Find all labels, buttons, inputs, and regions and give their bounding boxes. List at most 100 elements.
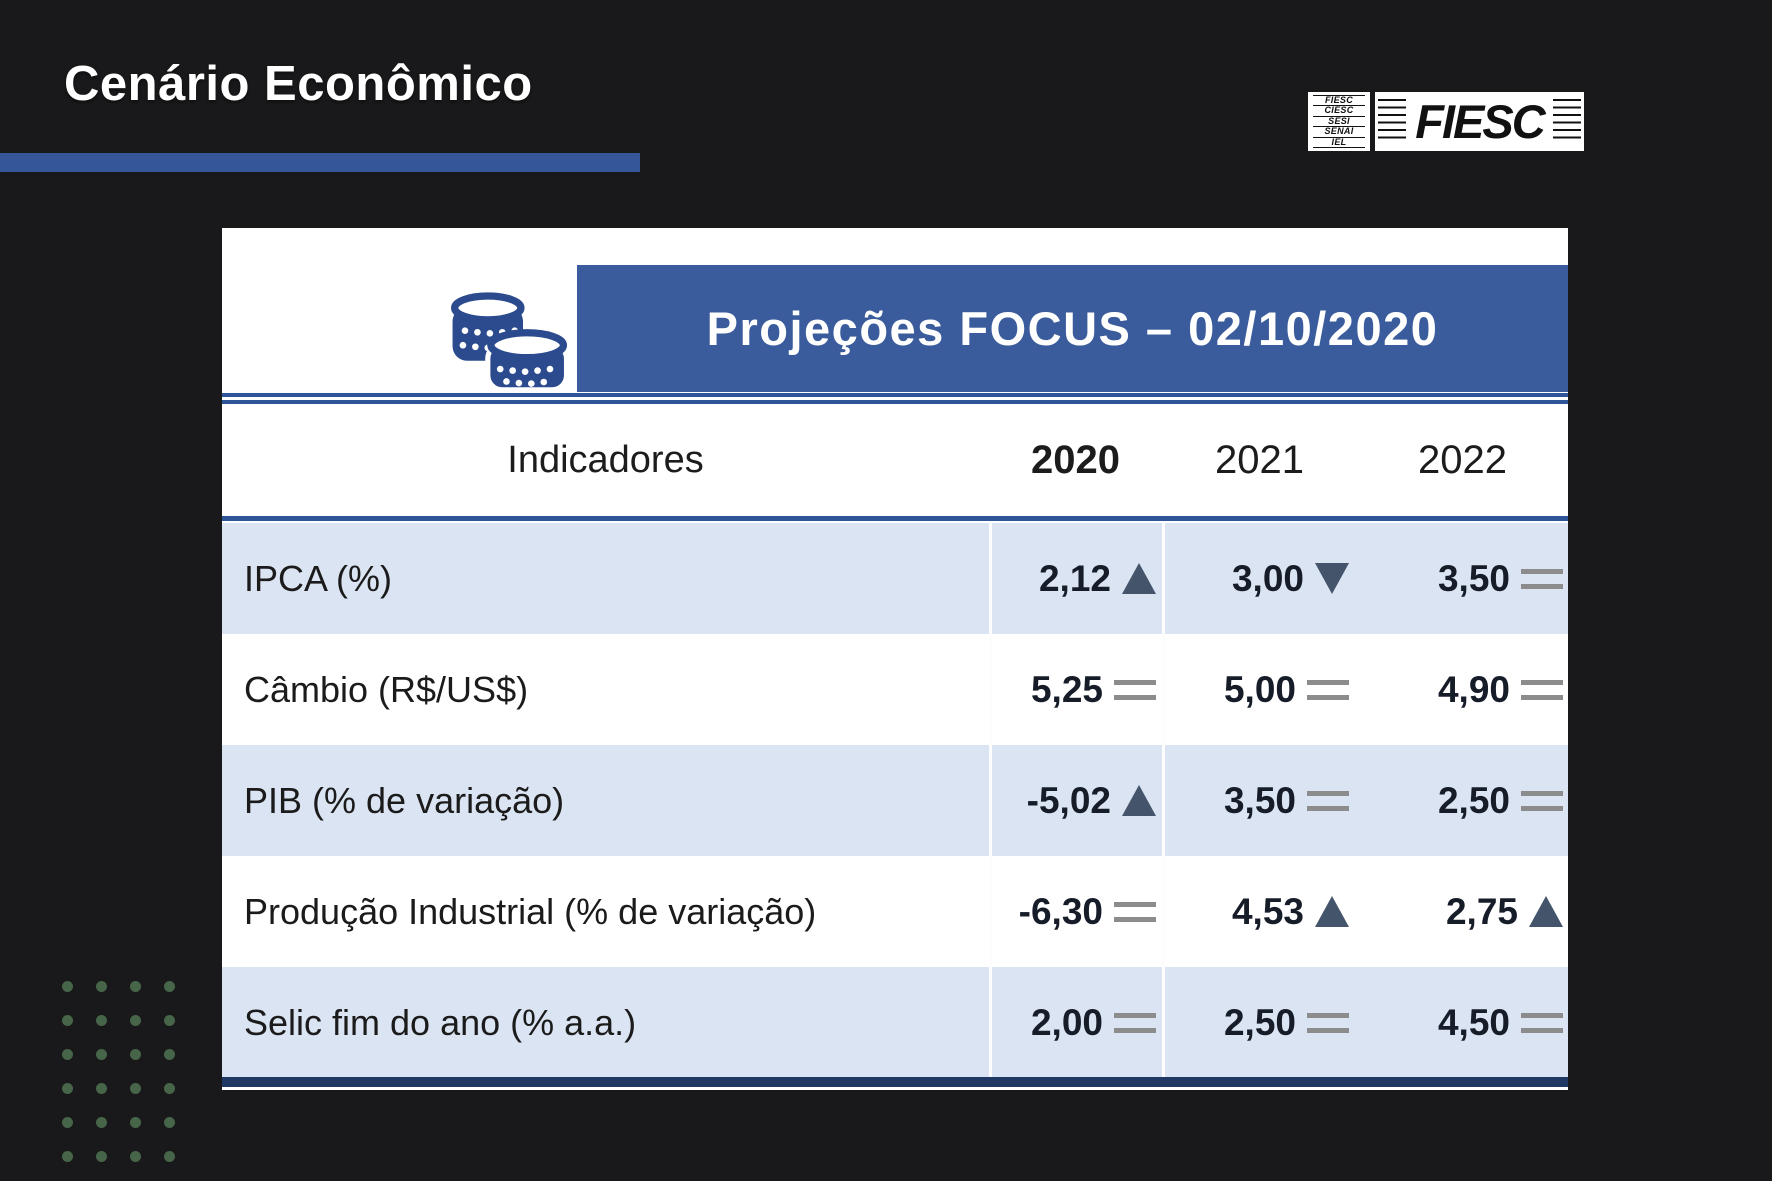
logo-stripes-icon	[1378, 99, 1406, 144]
trend-icon	[1521, 568, 1563, 589]
value-text: 2,12	[1038, 557, 1111, 599]
table-header-row: Indicadores 2020 2021 2022	[222, 404, 1568, 516]
trend-icon	[1521, 1012, 1563, 1033]
green-dot	[129, 1014, 141, 1026]
value-2022: 4,50	[1357, 967, 1568, 1078]
value-text: 2,50	[1223, 1001, 1296, 1043]
logo-text: FIESC	[1407, 98, 1552, 145]
table-row: Produção Industrial (% de variação) -6,3…	[222, 856, 1568, 967]
trend-icon	[1114, 901, 1156, 922]
value-text: 2,50	[1437, 779, 1510, 821]
green-dot	[129, 1048, 141, 1060]
page-title: Cenário Econômico	[64, 57, 533, 111]
value-2021: 3,50	[1162, 745, 1357, 856]
value-2020: -6,30	[989, 856, 1162, 967]
logo-entity-label: SESI	[1313, 116, 1365, 128]
value-text: 4,50	[1437, 1001, 1510, 1043]
value-2020: 2,12	[989, 523, 1162, 634]
header-bottom-rule	[222, 516, 1568, 523]
value-text: 3,50	[1223, 779, 1296, 821]
green-dot	[95, 1082, 107, 1094]
value-2020: 5,25	[989, 634, 1162, 745]
trend-icon	[1315, 563, 1349, 594]
green-dot	[129, 980, 141, 992]
title-underline-bar	[0, 153, 640, 172]
green-dot	[95, 1150, 107, 1162]
logo-stripes-icon	[1553, 99, 1581, 144]
value-2021: 2,50	[1162, 967, 1357, 1078]
green-dot	[61, 1048, 73, 1060]
trend-icon	[1114, 679, 1156, 700]
green-dot	[95, 980, 107, 992]
value-2021: 3,00	[1162, 523, 1357, 634]
value-2021: 5,00	[1162, 634, 1357, 745]
trend-icon	[1122, 563, 1156, 594]
header-divider-rule	[222, 393, 1568, 404]
value-text: 2,75	[1445, 890, 1518, 932]
value-text: 3,00	[1231, 557, 1304, 599]
value-text: 5,25	[1030, 668, 1103, 710]
value-2022: 3,50	[1357, 523, 1568, 634]
green-dot	[95, 1014, 107, 1026]
indicator-label: Produção Industrial (% de variação)	[244, 890, 817, 932]
coins-icon	[451, 292, 570, 393]
trend-icon	[1114, 1012, 1156, 1033]
value-2022: 4,90	[1357, 634, 1568, 745]
green-dot	[129, 1082, 141, 1094]
indicator-label: Selic fim do ano (% a.a.)	[244, 1001, 637, 1043]
green-dot	[163, 1082, 175, 1094]
value-text: 4,53	[1231, 890, 1304, 932]
table-row: Selic fim do ano (% a.a.) 2,00 2,50 4,50	[222, 967, 1568, 1078]
trend-icon	[1122, 785, 1156, 816]
table-bottom-border	[222, 1077, 1568, 1087]
value-text: 2,00	[1030, 1001, 1103, 1043]
value-text: 5,00	[1223, 668, 1296, 710]
table-body: IPCA (%) 2,12 3,00 3,50 Câmbio (R$/US$) …	[222, 523, 1568, 1078]
table-row: PIB (% de variação) -5,02 3,50 2,50	[222, 745, 1568, 856]
trend-icon	[1307, 679, 1349, 700]
projections-table-panel: Projeções FOCUS – 02/10/2020 Indicadores…	[222, 228, 1568, 1090]
column-header-2021: 2021	[1215, 437, 1304, 482]
green-dot	[129, 1116, 141, 1128]
green-dot	[163, 1014, 175, 1026]
green-dot	[163, 1048, 175, 1060]
green-dot	[61, 1116, 73, 1128]
green-dot	[163, 1150, 175, 1162]
indicator-label: IPCA (%)	[244, 557, 393, 599]
column-header-2020: 2020	[1031, 437, 1120, 482]
table-title: Projeções FOCUS – 02/10/2020	[706, 302, 1439, 355]
column-header-2022: 2022	[1418, 437, 1507, 482]
value-2022: 2,75	[1357, 856, 1568, 967]
indicator-label: PIB (% de variação)	[244, 779, 565, 821]
green-dot	[61, 1082, 73, 1094]
value-2022: 2,50	[1357, 745, 1568, 856]
value-2021: 4,53	[1162, 856, 1357, 967]
trend-icon	[1307, 790, 1349, 811]
value-text: -6,30	[1018, 890, 1103, 932]
trend-icon	[1529, 896, 1563, 927]
trend-icon	[1521, 790, 1563, 811]
green-dot	[95, 1048, 107, 1060]
green-dot	[163, 980, 175, 992]
table-title-band: Projeções FOCUS – 02/10/2020	[577, 265, 1568, 392]
green-dot	[61, 1150, 73, 1162]
dot-pattern	[50, 969, 186, 1173]
green-dot	[129, 1150, 141, 1162]
value-2020: 2,00	[989, 967, 1162, 1078]
fiesc-logo-entities: FIESC CIESC SESI SENAI IEL	[1308, 92, 1370, 151]
logo-entity-label: CIESC	[1313, 105, 1365, 117]
value-2020: -5,02	[989, 745, 1162, 856]
trend-icon	[1315, 896, 1349, 927]
logo-entity-label: SENAI	[1313, 127, 1365, 138]
value-text: 4,90	[1437, 668, 1510, 710]
fiesc-logo: FIESC CIESC SESI SENAI IEL FIESC	[1308, 92, 1584, 151]
value-text: 3,50	[1437, 557, 1510, 599]
fiesc-logo-wordmark: FIESC	[1375, 92, 1584, 151]
trend-icon	[1521, 679, 1563, 700]
logo-entity-label: FIESC	[1313, 94, 1365, 107]
logo-entity-label: IEL	[1313, 137, 1365, 149]
trend-icon	[1307, 1012, 1349, 1033]
table-row: IPCA (%) 2,12 3,00 3,50	[222, 523, 1568, 634]
table-row: Câmbio (R$/US$) 5,25 5,00 4,90	[222, 634, 1568, 745]
